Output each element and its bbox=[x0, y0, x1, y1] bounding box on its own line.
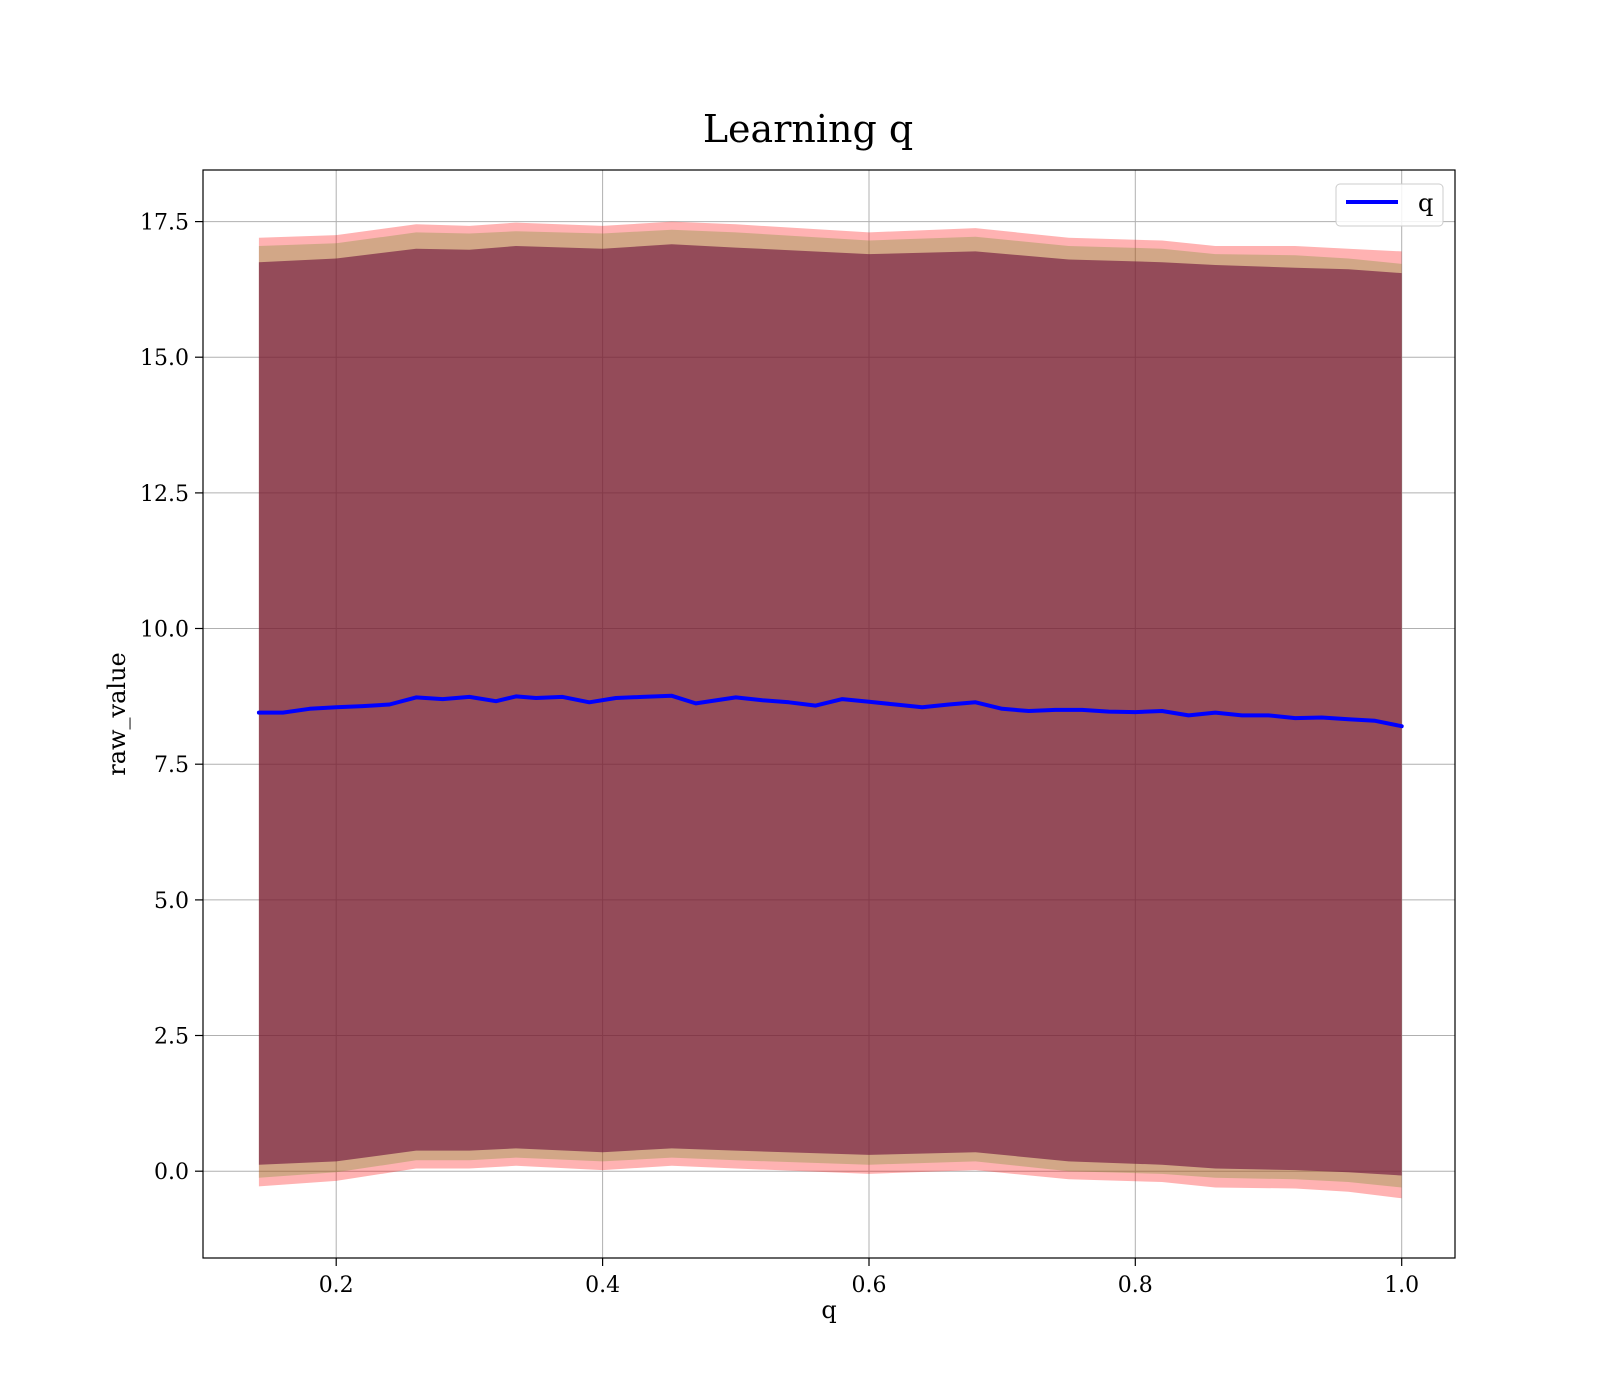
x-tick-label: 0.8 bbox=[1118, 1273, 1153, 1298]
data-point bbox=[840, 697, 844, 701]
data-point bbox=[1027, 709, 1031, 713]
data-point bbox=[257, 711, 261, 715]
data-point bbox=[1400, 724, 1404, 728]
series-line-q bbox=[256, 693, 1404, 729]
tick-layer: 0.2 0.4 0.6 0.8 1.0 0.0 2.5 5.0 7.5 10.0 12.5 15.0 1… bbox=[140, 211, 1419, 1298]
data-point bbox=[281, 711, 285, 715]
data-point bbox=[1107, 710, 1111, 714]
legend-label-q: q bbox=[1418, 189, 1433, 217]
data-point bbox=[1240, 713, 1244, 717]
y-tick-label: 0.0 bbox=[154, 1160, 189, 1185]
y-axis-label: raw_value bbox=[103, 652, 131, 776]
y-tick-label: 7.5 bbox=[154, 753, 189, 778]
data-point bbox=[308, 707, 312, 711]
data-point bbox=[334, 705, 338, 709]
data-point bbox=[1160, 709, 1164, 713]
data-point bbox=[1320, 716, 1324, 719]
data-point bbox=[734, 695, 738, 699]
x-tick-label: 0.2 bbox=[319, 1273, 354, 1298]
data-point bbox=[641, 695, 644, 699]
y-tick-label: 17.5 bbox=[140, 211, 189, 236]
data-point bbox=[1293, 716, 1297, 720]
y-tick-label: 10.0 bbox=[140, 618, 189, 643]
x-tick-label: 0.6 bbox=[852, 1273, 887, 1298]
data-point bbox=[388, 703, 391, 706]
data-point bbox=[670, 694, 674, 698]
data-point bbox=[1000, 707, 1004, 711]
data-point bbox=[867, 700, 871, 704]
data-point bbox=[974, 700, 977, 704]
data-point bbox=[467, 695, 471, 699]
data-point bbox=[947, 703, 951, 706]
data-point bbox=[814, 704, 818, 708]
band-2 bbox=[258, 244, 1402, 1176]
data-point bbox=[1133, 710, 1137, 714]
y-tick-label: 12.5 bbox=[140, 482, 189, 507]
plot-frame bbox=[202, 169, 1456, 1259]
data-point bbox=[534, 696, 538, 700]
x-tick-label: 1.0 bbox=[1384, 1273, 1419, 1298]
data-point bbox=[760, 698, 764, 702]
legend: q bbox=[1335, 183, 1444, 227]
data-point bbox=[1053, 708, 1057, 712]
y-tick-label: 15.0 bbox=[140, 346, 189, 371]
x-axis-label: q bbox=[821, 1296, 836, 1324]
data-point bbox=[1213, 711, 1217, 715]
data-point bbox=[1267, 713, 1270, 717]
data-point bbox=[441, 697, 445, 701]
data-point bbox=[494, 699, 498, 703]
data-point bbox=[514, 694, 518, 698]
data-point bbox=[1346, 717, 1350, 721]
data-point bbox=[694, 701, 698, 705]
legend-box bbox=[1335, 183, 1444, 227]
y-tick-label: 5.0 bbox=[154, 889, 189, 914]
data-point bbox=[1187, 713, 1191, 717]
data-point bbox=[894, 703, 898, 706]
data-point bbox=[787, 700, 791, 704]
band-layer bbox=[258, 221, 1402, 1199]
x-tick-label: 0.4 bbox=[585, 1273, 620, 1298]
data-point bbox=[1080, 708, 1084, 712]
data-point bbox=[614, 696, 618, 700]
data-point bbox=[1373, 719, 1377, 723]
data-point bbox=[561, 695, 565, 699]
data-point bbox=[414, 695, 418, 699]
data-point bbox=[587, 700, 591, 704]
data-point bbox=[361, 704, 365, 708]
data-point bbox=[920, 705, 924, 709]
line-layer bbox=[256, 693, 1404, 729]
chart-title: Learning q bbox=[703, 107, 913, 151]
y-tick-label: 2.5 bbox=[154, 1025, 189, 1050]
